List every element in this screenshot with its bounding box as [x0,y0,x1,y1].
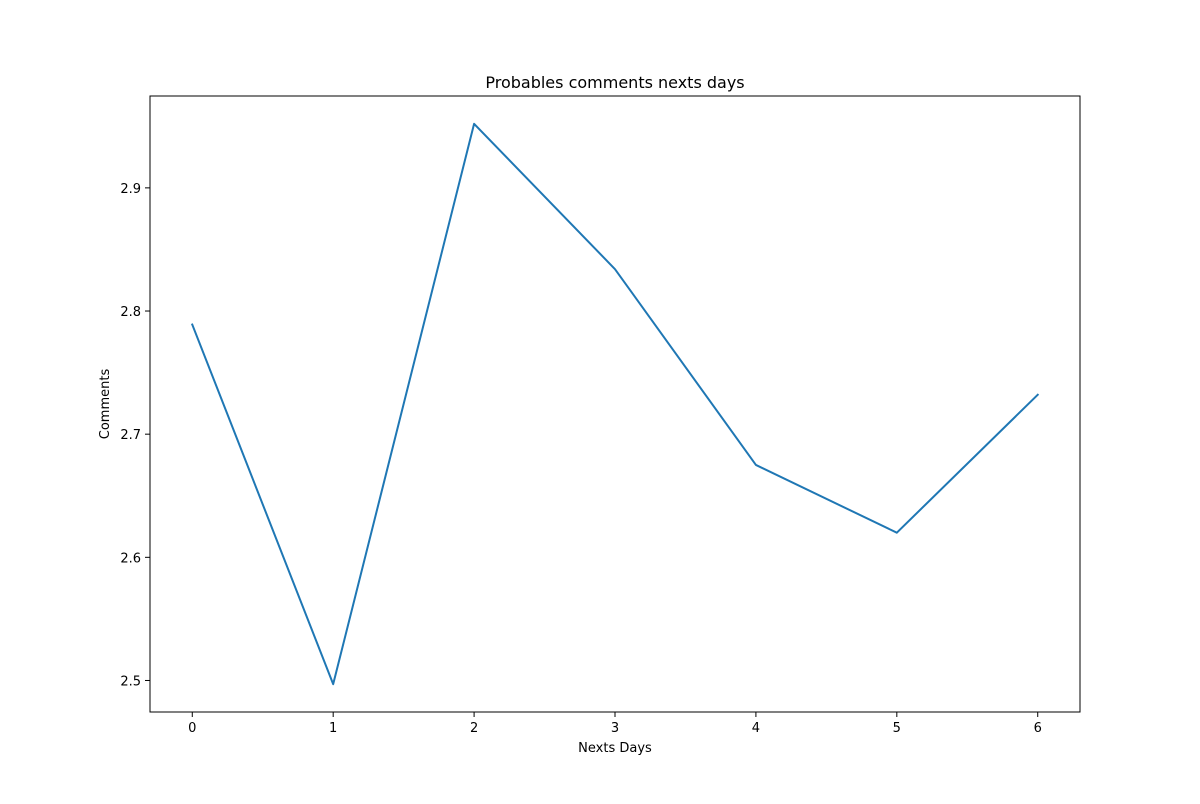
x-tick-label: 5 [893,721,901,736]
axes [150,96,1080,712]
x-tick-label: 1 [329,721,337,736]
y-tick-label: 2.8 [120,305,141,320]
y-tick-label: 2.6 [120,551,141,566]
y-axis-label: Comments [98,369,113,440]
y-tick-label: 2.7 [120,428,141,443]
x-tick-label: 6 [1034,721,1042,736]
x-axis-label: Nexts Days [578,741,652,756]
plot-area [150,96,1080,712]
x-tick-label: 0 [188,721,196,736]
y-tick-label: 2.5 [120,674,141,689]
x-tick-label: 3 [611,721,619,736]
y-tick-label: 2.9 [120,182,141,197]
chart-title: Probables comments nexts days [485,73,744,92]
x-tick-label: 4 [752,721,760,736]
x-tick-label: 2 [470,721,478,736]
